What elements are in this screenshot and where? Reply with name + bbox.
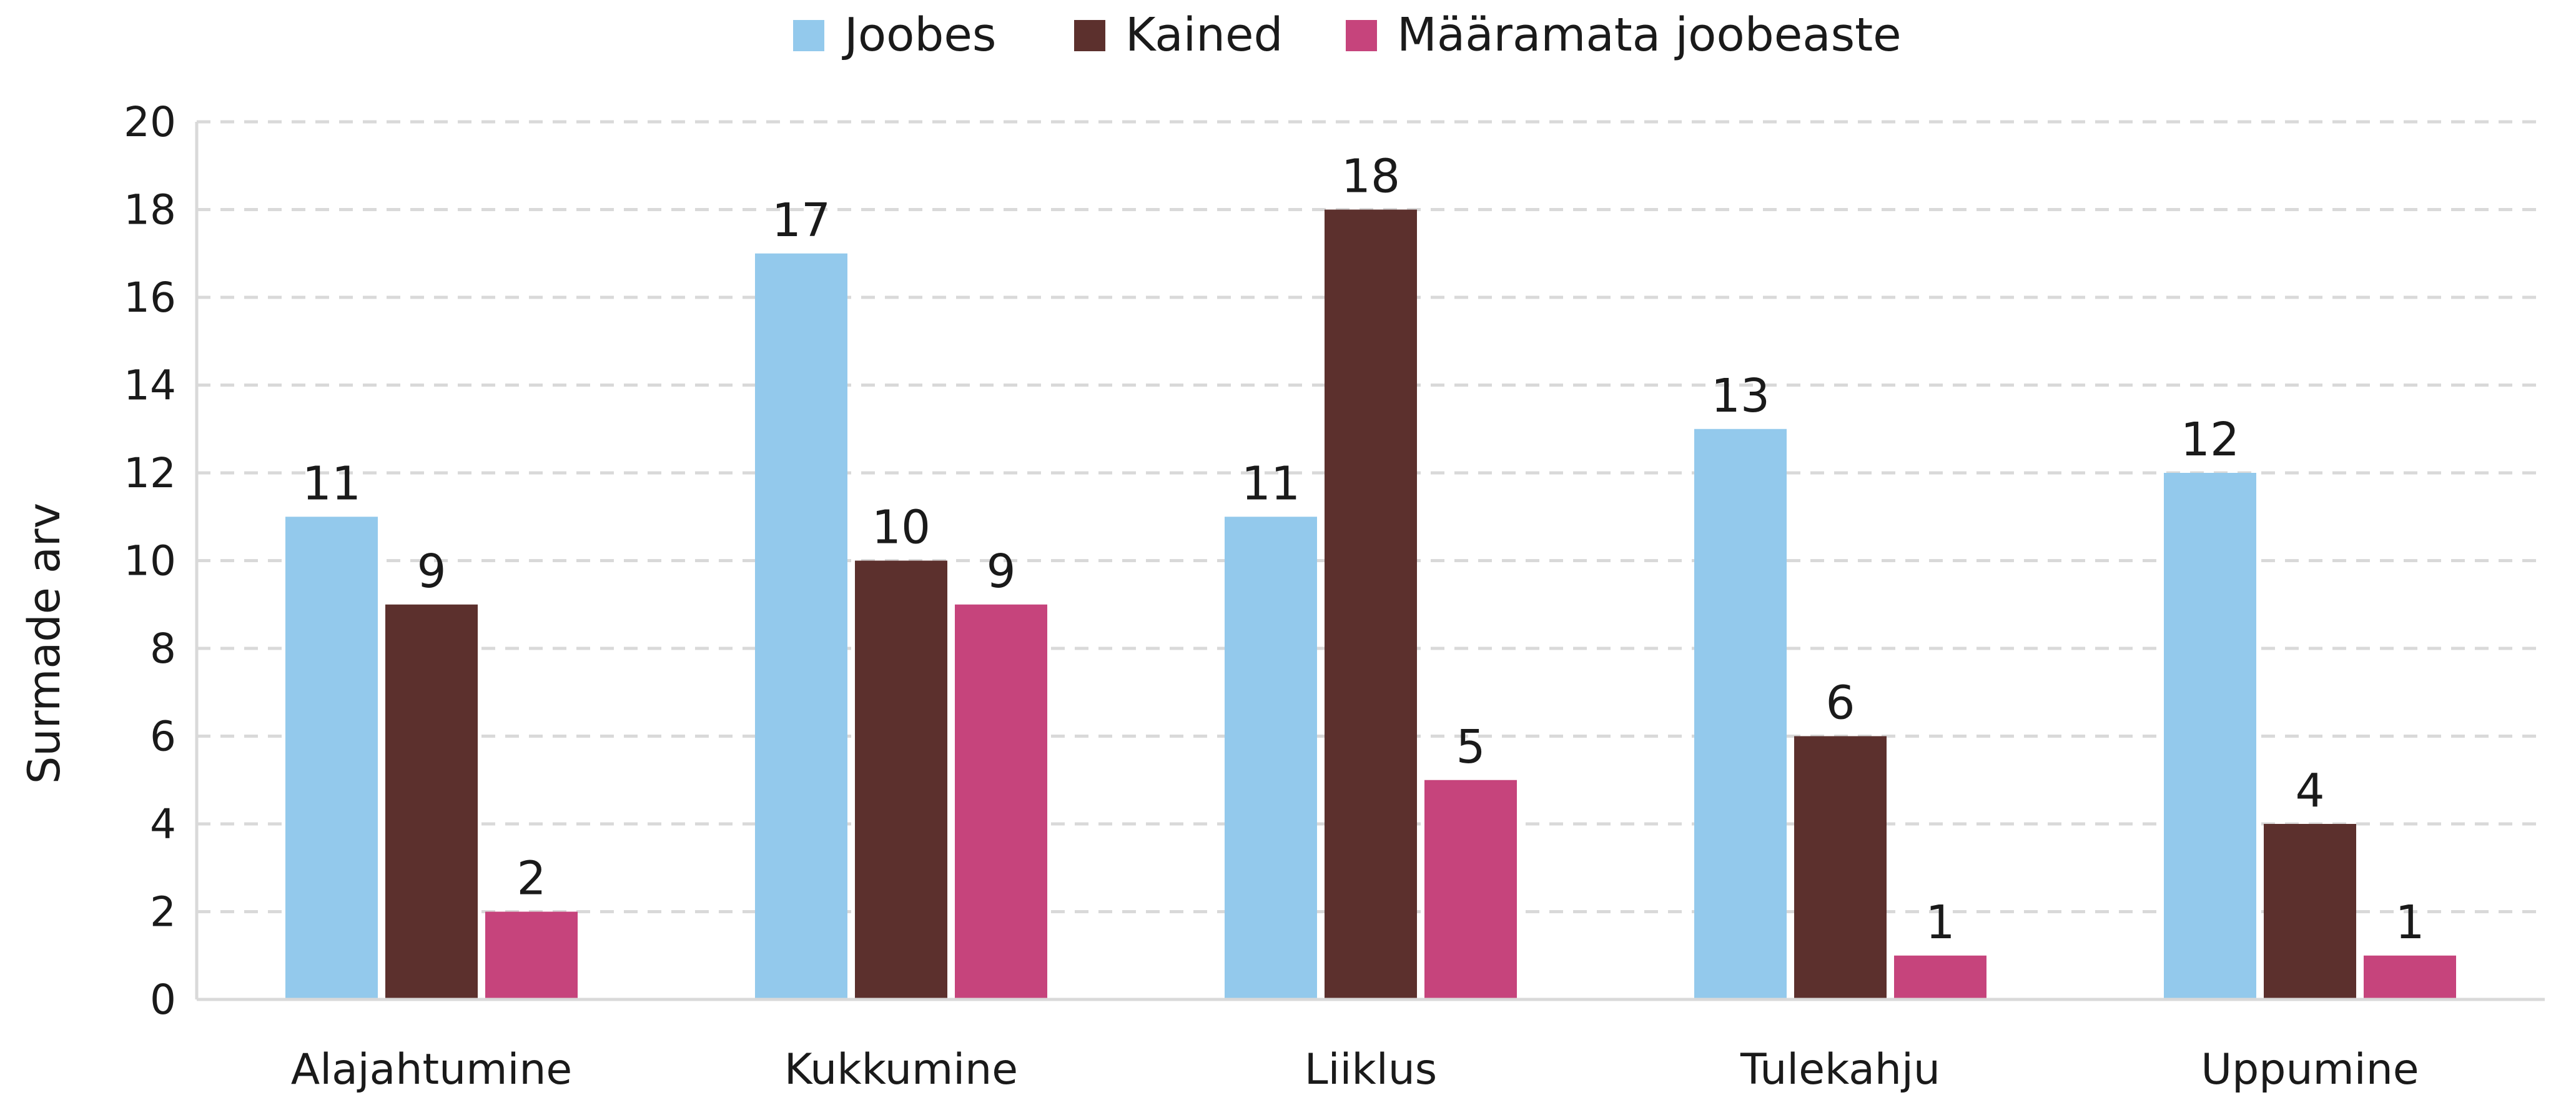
y-tick-label: 2 <box>150 888 176 936</box>
bar-1-2 <box>955 604 1047 999</box>
x-category-label: Kukkumine <box>784 1045 1018 1094</box>
data-labels: 11 9 2 17 10 9 11 18 5 13 6 1 12 4 1 <box>302 150 2425 949</box>
y-tick-label: 0 <box>150 976 176 1024</box>
data-label: 18 <box>1341 150 1400 204</box>
data-label: 11 <box>1241 457 1300 510</box>
y-tick-label: 12 <box>124 449 176 497</box>
bars <box>285 209 2456 999</box>
y-tick-label: 8 <box>150 625 176 673</box>
legend-label: Määramata joobeaste <box>1397 8 1902 62</box>
bar-3-0 <box>1694 429 1787 999</box>
y-tick-label: 6 <box>150 713 176 761</box>
bar-0-1 <box>385 604 478 999</box>
data-label: 1 <box>2395 896 2424 949</box>
bar-4-1 <box>2264 824 2356 999</box>
bar-2-2 <box>1424 780 1517 999</box>
axes <box>195 122 2545 1001</box>
legend-label: Kained <box>1125 8 1283 62</box>
x-category-label: Tulekahju <box>1740 1045 1940 1094</box>
y-tick-label: 14 <box>124 362 176 410</box>
data-label: 12 <box>2181 413 2239 467</box>
legend-swatch <box>1346 20 1377 51</box>
data-label: 13 <box>1711 369 1770 423</box>
data-label: 10 <box>872 501 930 555</box>
y-tick-label: 20 <box>124 98 176 146</box>
legend-swatch <box>1074 20 1105 51</box>
y-axis-ticks: 0 2 4 6 8 10 12 14 16 18 20 <box>124 98 176 1024</box>
bar-2-0 <box>1225 517 1317 999</box>
x-category-label: Uppumine <box>2201 1045 2419 1094</box>
data-label: 5 <box>1456 720 1485 774</box>
data-label: 2 <box>516 852 546 906</box>
y-tick-label: 18 <box>124 186 176 234</box>
bar-4-2 <box>2364 955 2456 999</box>
y-axis-label: Surmade arv <box>19 503 70 784</box>
bar-3-2 <box>1894 955 1986 999</box>
data-label: 1 <box>1925 896 1955 949</box>
x-category-label: Liiklus <box>1305 1045 1437 1094</box>
bar-0-2 <box>485 911 578 999</box>
bar-0-0 <box>285 517 378 999</box>
data-label: 9 <box>417 545 446 598</box>
data-label: 6 <box>1825 676 1855 730</box>
y-tick-label: 16 <box>124 274 176 322</box>
bar-1-1 <box>855 560 947 999</box>
legend-swatch <box>793 20 824 51</box>
data-label: 4 <box>2295 764 2324 818</box>
x-category-label: Alajahtumine <box>291 1045 573 1094</box>
data-label: 11 <box>302 457 361 510</box>
x-axis-categories: Alajahtumine Kukkumine Liiklus Tulekahju Upp… <box>291 1045 2419 1094</box>
bar-2-1 <box>1325 209 1417 999</box>
bar-3-1 <box>1794 736 1887 999</box>
legend-label: Joobes <box>842 8 996 62</box>
y-tick-label: 10 <box>124 537 176 585</box>
data-label: 17 <box>772 194 831 247</box>
bar-4-0 <box>2164 473 2256 999</box>
data-label: 9 <box>986 545 1015 598</box>
y-tick-label: 4 <box>150 800 176 848</box>
bar-1-0 <box>755 253 847 999</box>
legend: Joobes Kained Määramata joobeaste <box>793 8 1902 62</box>
